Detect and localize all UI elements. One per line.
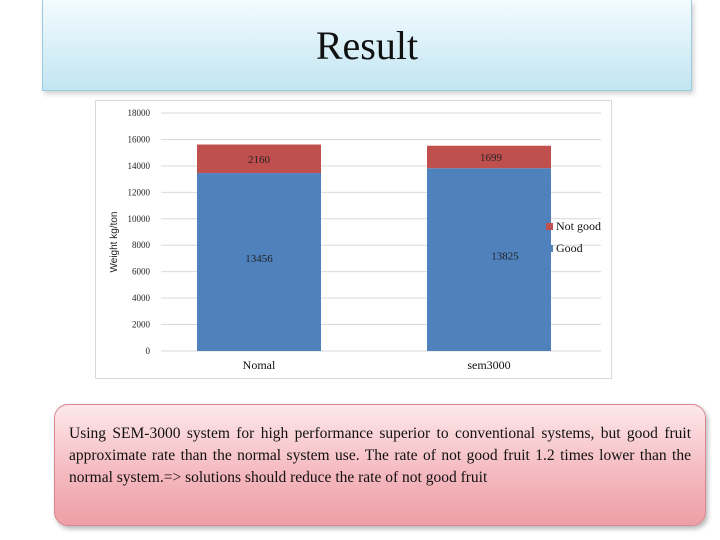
legend-label: Good <box>556 241 583 255</box>
y-tick-label: 12000 <box>128 187 151 197</box>
bar-good <box>427 168 551 351</box>
y-tick-label: 8000 <box>132 240 151 250</box>
x-category-label: sem3000 <box>467 358 510 372</box>
conclusion-text: Using SEM-3000 system for high performan… <box>69 425 691 486</box>
slide-title: Result <box>315 23 419 68</box>
legend-swatch <box>546 245 553 252</box>
data-label: 13825 <box>491 251 519 263</box>
data-label: 2160 <box>248 154 271 166</box>
legend-label: Not good <box>556 219 601 233</box>
legend-swatch <box>546 223 553 230</box>
y-tick-label: 14000 <box>128 161 151 171</box>
bar-not-good <box>197 144 321 174</box>
y-tick-label: 0 <box>146 346 151 356</box>
y-tick-label: 18000 <box>128 108 151 118</box>
bar-good <box>197 173 321 351</box>
y-tick-label: 10000 <box>128 214 151 224</box>
chart-frame: 0 2000 4000 6000 8000 10000 12000 14000 16000 180… <box>95 100 612 379</box>
stacked-bar-chart: 0 2000 4000 6000 8000 10000 12000 14000 16000 180… <box>109 108 601 372</box>
data-label: 1699 <box>480 152 503 164</box>
title-banner: Result <box>42 0 692 91</box>
y-tick-label: 6000 <box>132 267 151 277</box>
data-label: 13456 <box>245 253 273 265</box>
y-tick-label: 16000 <box>128 134 151 144</box>
conclusion-box: Using SEM-3000 system for high performan… <box>54 404 706 526</box>
y-axis-title: Weight kg/ton <box>109 212 120 273</box>
y-tick-label: 4000 <box>132 293 151 303</box>
y-tick-label: 2000 <box>132 320 151 330</box>
bar-not-good <box>427 145 551 169</box>
x-category-label: Nomal <box>243 358 276 372</box>
